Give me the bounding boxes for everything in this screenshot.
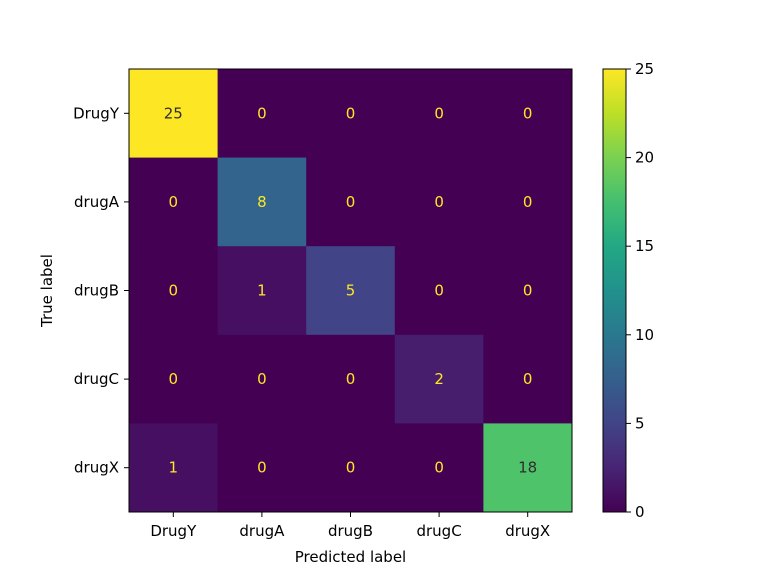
colorbar-ticks: 0 5 10 15 20 25 (626, 60, 654, 521)
heatmap-cell (129, 157, 219, 247)
x-tick-label: drugB (328, 522, 373, 540)
cell-value-label: 0 (169, 282, 179, 300)
cell-value-label: 0 (434, 104, 444, 122)
heatmap-cell (217, 246, 307, 336)
cell-value-label: 0 (169, 193, 179, 211)
heatmap-cell (394, 334, 484, 424)
cell-value-label: 0 (169, 370, 179, 388)
heatmap-cell (129, 69, 219, 159)
heatmap-cell (394, 423, 484, 513)
cell-value-label: 2 (434, 370, 444, 388)
y-axis-label: True label (38, 254, 56, 328)
cell-value-label: 1 (257, 282, 267, 300)
heatmap-cell (217, 157, 307, 247)
heatmap-cell (394, 69, 484, 159)
x-tick-label: drugC (416, 522, 461, 540)
cell-value-label: 1 (169, 459, 179, 477)
heatmap-cell (129, 423, 219, 513)
x-axis-ticks: DrugY drugA drugB drugC drugX (150, 512, 550, 540)
cell-value-label: 0 (523, 104, 533, 122)
cell-value-label: 0 (257, 104, 267, 122)
y-tick-label: drugX (74, 459, 119, 477)
cell-value-label: 8 (257, 193, 267, 211)
cell-value-label: 0 (346, 193, 356, 211)
cell-value-label: 0 (346, 370, 356, 388)
x-tick-label: drugA (239, 522, 285, 540)
colorbar-tick-label: 20 (635, 149, 654, 167)
heatmap-cell (217, 334, 307, 424)
colorbar-tick-label: 15 (635, 237, 654, 255)
x-tick-label: drugX (505, 522, 550, 540)
y-tick-label: drugA (74, 193, 120, 211)
y-tick-label: drugC (74, 370, 119, 388)
heatmap-cell (217, 423, 307, 513)
heatmap-cell (129, 334, 219, 424)
y-axis-ticks: DrugY drugA drugB drugC drugX (73, 104, 129, 477)
colorbar-tick-label: 0 (635, 503, 645, 521)
heatmap-cell (306, 423, 396, 513)
heatmap-cell (129, 246, 219, 336)
y-tick-label: DrugY (73, 104, 120, 122)
cell-value-label: 5 (346, 282, 356, 300)
cell-value-label: 0 (346, 459, 356, 477)
cell-value-label: 0 (346, 104, 356, 122)
heatmap-cell (483, 157, 573, 247)
heatmap-cell (217, 69, 307, 159)
colorbar (602, 68, 627, 513)
cell-value-label: 0 (434, 282, 444, 300)
cell-value-label: 25 (164, 104, 183, 122)
colorbar-tick-label: 10 (635, 326, 654, 344)
heatmap-cell (306, 69, 396, 159)
heatmap-cell-labels: 25 0 0 0 0 0 8 0 0 0 0 1 5 0 0 0 0 0 2 0 1 0 0 0 18 (164, 104, 537, 476)
cell-value-label: 0 (434, 193, 444, 211)
x-axis-label: Predicted label (295, 548, 406, 566)
heatmap-cell (306, 157, 396, 247)
heatmap-cell (483, 423, 573, 513)
heatmap-cell (394, 246, 484, 336)
heatmap-cell (483, 69, 573, 159)
heatmap-cell (394, 157, 484, 247)
cell-value-label: 0 (434, 459, 444, 477)
cell-value-label: 0 (523, 193, 533, 211)
x-tick-label: DrugY (150, 522, 197, 540)
cell-value-label: 0 (257, 370, 267, 388)
heatmap-cell (306, 334, 396, 424)
cell-value-label: 18 (518, 459, 537, 477)
cell-value-label: 0 (523, 282, 533, 300)
heatmap-cells (129, 69, 573, 513)
y-tick-label: drugB (74, 282, 119, 300)
heatmap-cell (306, 246, 396, 336)
colorbar-tick-label: 5 (635, 414, 645, 432)
heatmap-cell (483, 246, 573, 336)
cell-value-label: 0 (257, 459, 267, 477)
cell-value-label: 0 (523, 370, 533, 388)
heatmap-cell (483, 334, 573, 424)
colorbar-tick-label: 25 (635, 60, 654, 78)
